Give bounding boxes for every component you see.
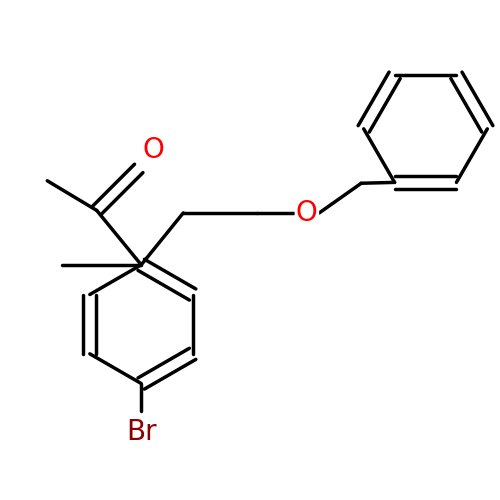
Text: O: O <box>296 199 318 227</box>
Text: O: O <box>142 136 165 164</box>
Text: Br: Br <box>126 418 156 446</box>
